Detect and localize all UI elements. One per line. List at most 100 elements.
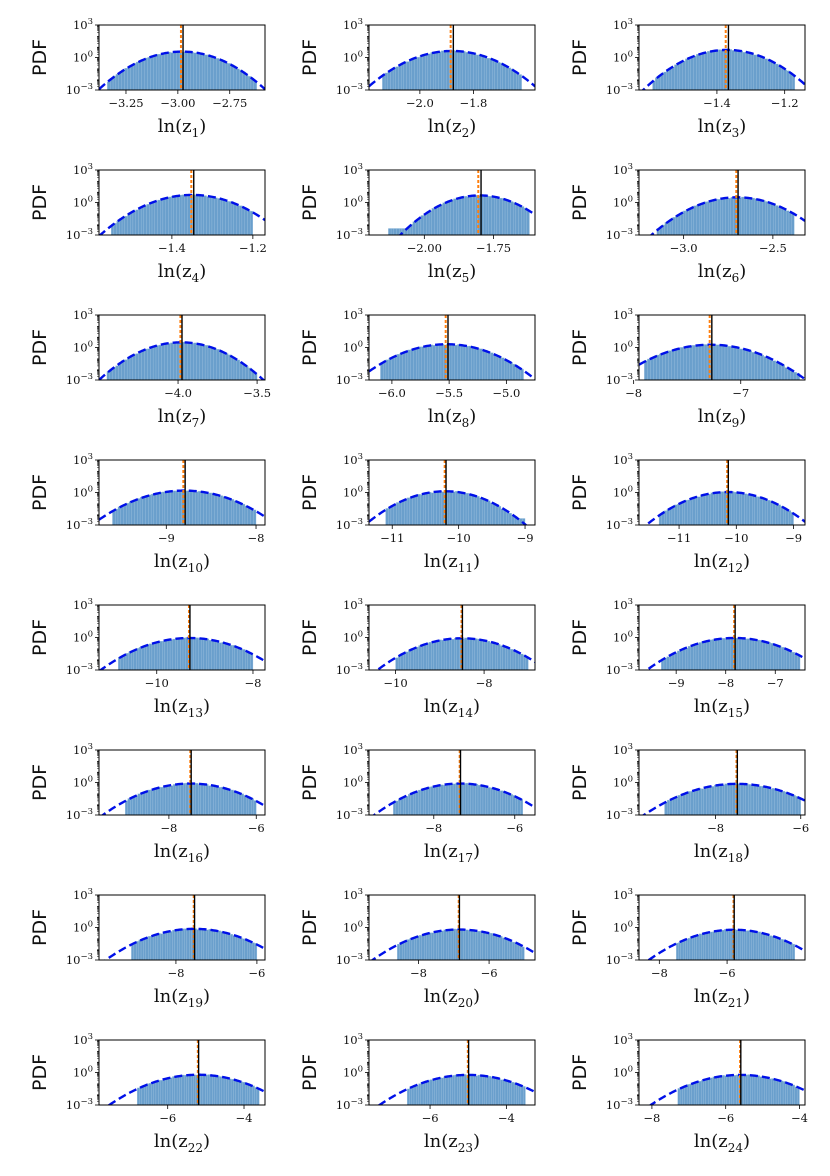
hist-bar xyxy=(403,61,407,90)
hist-bar xyxy=(460,929,464,960)
hist-bar xyxy=(216,58,220,90)
hist-bar xyxy=(475,1075,478,1105)
hist-bar xyxy=(388,228,392,235)
hist-bar xyxy=(170,785,174,815)
hist-bar xyxy=(780,505,784,525)
y-tick-label: 10−3 xyxy=(606,662,633,677)
hist-bar xyxy=(755,931,759,960)
hist-bar xyxy=(482,785,486,815)
hist-bar xyxy=(684,1085,688,1105)
hist-bar xyxy=(451,639,455,670)
hist-bar xyxy=(162,1078,166,1105)
hist-bar xyxy=(472,783,476,815)
hist-bar xyxy=(118,72,122,90)
hist-bar xyxy=(520,798,524,815)
y-tick-label: 100 xyxy=(73,920,93,935)
hist-bar xyxy=(409,497,413,525)
hist-bar xyxy=(127,67,131,90)
hist-bar xyxy=(484,1076,487,1105)
hist-bar xyxy=(507,794,511,815)
y-tick-label: 100 xyxy=(73,1065,93,1080)
y-axis-label: PDF xyxy=(299,764,321,801)
hist-bar xyxy=(131,943,134,960)
hist-bar xyxy=(477,784,481,815)
hist-bar xyxy=(719,784,723,815)
hist-bar xyxy=(106,371,110,380)
hist-bar xyxy=(413,792,416,815)
hist-bar xyxy=(146,1083,150,1105)
hist-bar xyxy=(706,201,710,235)
hist-bar xyxy=(739,50,743,90)
hist-bar xyxy=(782,1081,786,1105)
hist-bar xyxy=(770,643,774,670)
hist-bar xyxy=(754,198,758,235)
hist-bar xyxy=(233,66,237,90)
hist-bar xyxy=(723,491,727,525)
hist-bar xyxy=(685,939,688,960)
hist-bar xyxy=(245,1083,248,1105)
hist-bar xyxy=(167,784,171,815)
hist-bar xyxy=(130,211,134,235)
y-axis-label: PDF xyxy=(299,184,321,221)
hist-bar xyxy=(447,783,451,815)
hist-bar xyxy=(789,650,793,670)
hist-bar xyxy=(794,1086,798,1105)
hist-bar xyxy=(788,510,792,525)
hist-bar xyxy=(471,346,475,380)
x-tick-label: −8 xyxy=(625,386,642,400)
hist-bar xyxy=(693,55,697,90)
hist-bar xyxy=(247,210,251,235)
hist-bar xyxy=(792,943,795,960)
hist-bar xyxy=(702,493,706,525)
hist-bar xyxy=(462,345,466,380)
hist-bar xyxy=(706,786,710,815)
hist-bar xyxy=(502,1079,506,1105)
hist-bar xyxy=(751,930,754,960)
hist-bar xyxy=(712,1076,716,1105)
x-tick-label: −4 xyxy=(498,1111,515,1125)
hist-bar xyxy=(464,637,468,670)
hist-bar xyxy=(150,789,154,815)
hist-bar xyxy=(167,639,171,670)
hist-bar xyxy=(183,1074,187,1105)
hist-bar xyxy=(487,640,491,670)
hist-bar xyxy=(505,792,509,815)
hist-bar xyxy=(435,344,439,380)
hist-bar xyxy=(456,637,460,670)
hist-bar xyxy=(695,788,699,815)
gaussian-fit-line xyxy=(370,928,535,960)
hist-bar xyxy=(705,493,709,525)
hist-bar xyxy=(477,1074,481,1105)
hist-bar xyxy=(241,206,245,235)
hist-bar xyxy=(222,496,226,525)
hist-bar xyxy=(653,356,657,380)
hist-bar xyxy=(727,346,732,380)
hist-bar xyxy=(208,640,212,670)
hist-bar xyxy=(689,936,693,960)
hist-bar xyxy=(720,198,724,235)
hist-bar xyxy=(698,1081,702,1105)
x-tick-label: −1.4 xyxy=(703,96,731,110)
hist-bar xyxy=(698,204,702,235)
hist-bar xyxy=(146,204,150,235)
hist-bar xyxy=(787,793,791,815)
panel-10: 103 100 10−3 PDF −9 −8 ln(z10) xyxy=(29,452,266,575)
hist-bar xyxy=(505,66,509,90)
hist-bar xyxy=(428,786,431,815)
y-tick-label: 103 xyxy=(343,17,363,32)
hist-bar xyxy=(436,1077,440,1105)
hist-bar xyxy=(208,929,212,960)
x-tick-label: −10 xyxy=(383,676,407,690)
hist-bar xyxy=(138,939,142,960)
hist-bar xyxy=(777,504,781,525)
hist-bar xyxy=(236,359,240,380)
hist-bar xyxy=(714,930,718,960)
hist-bar xyxy=(751,638,755,670)
hist-bar xyxy=(197,491,201,525)
gaussian-fit-line xyxy=(649,196,805,235)
histogram xyxy=(644,343,800,380)
y-tick-label: 103 xyxy=(613,597,633,612)
hist-bar xyxy=(414,494,418,525)
hist-bar xyxy=(407,1088,410,1105)
hist-bar xyxy=(190,638,194,670)
